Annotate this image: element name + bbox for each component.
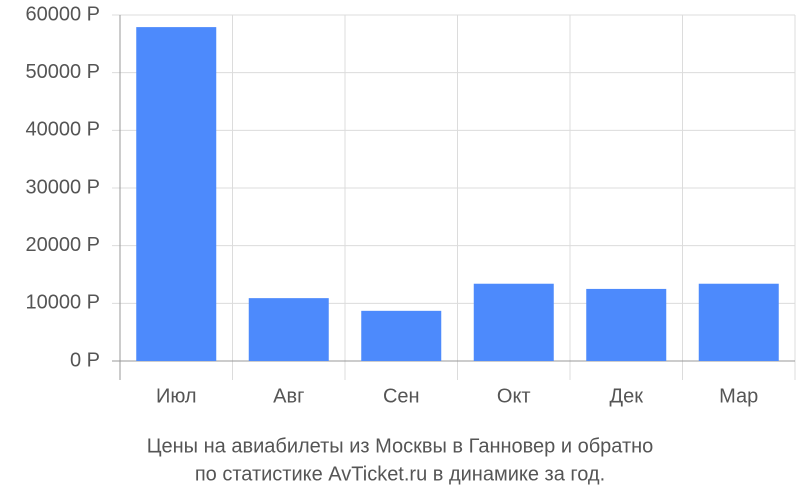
bar — [361, 310, 442, 361]
bar — [136, 27, 217, 362]
chart-title: по статистике AvTicket.ru в динамике за … — [195, 463, 605, 485]
x-tick-label: Окт — [497, 385, 531, 407]
y-tick-label: 40000 Р — [25, 119, 100, 141]
x-tick-label: Сен — [383, 385, 420, 407]
y-tick-label: 20000 Р — [25, 234, 100, 256]
x-tick-label: Авг — [273, 385, 304, 407]
chart-title: Цены на авиабилеты из Москвы в Ганновер … — [147, 435, 654, 457]
x-tick-label: Дек — [610, 385, 644, 407]
bar — [248, 298, 329, 361]
bar — [473, 283, 554, 361]
bar — [698, 283, 779, 361]
y-tick-label: 0 Р — [70, 349, 100, 371]
y-tick-label: 60000 Р — [25, 3, 100, 25]
y-tick-label: 50000 Р — [25, 61, 100, 83]
y-tick-label: 30000 Р — [25, 176, 100, 198]
y-tick-label: 10000 Р — [25, 292, 100, 314]
x-tick-label: Мар — [719, 385, 758, 407]
bar — [586, 288, 667, 361]
x-tick-label: Июл — [156, 385, 197, 407]
